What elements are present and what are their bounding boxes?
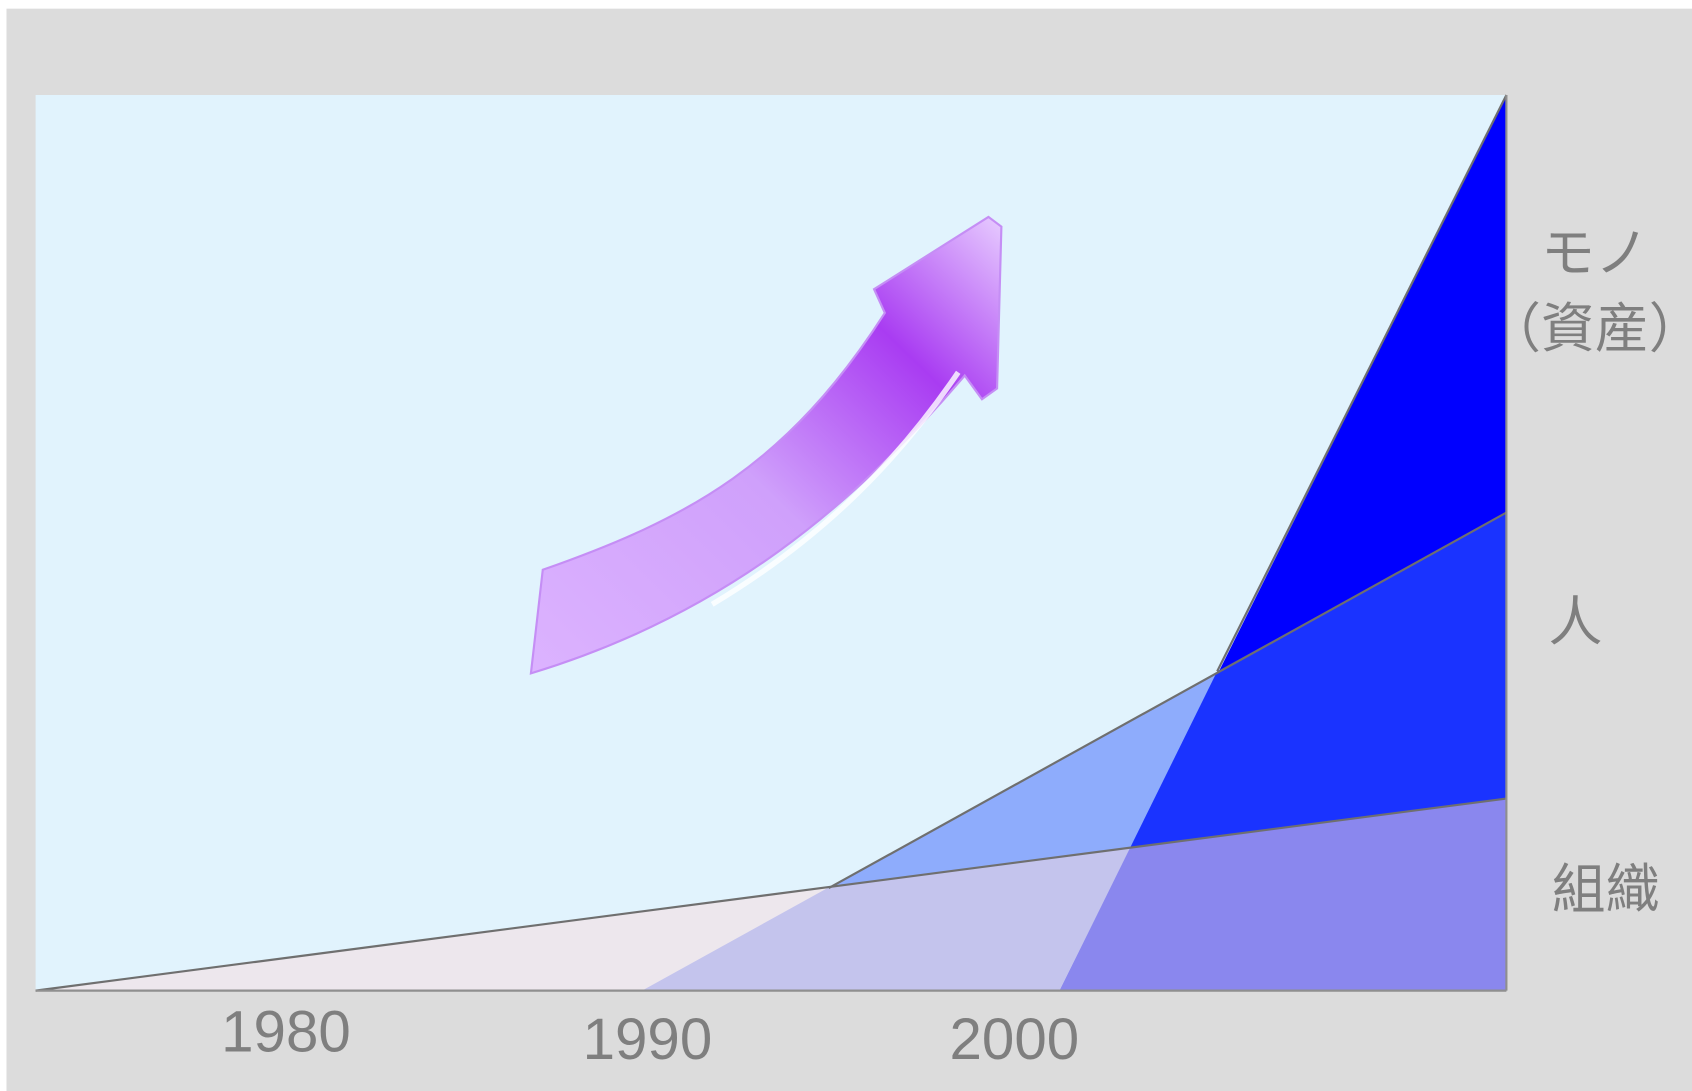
side-label: （資産） (1487, 297, 1692, 360)
organization-edge (35, 797, 1507, 992)
growth-arrow (529, 215, 1003, 675)
side-label: 組織 (1552, 858, 1660, 921)
year-label: 1980 (221, 999, 351, 1064)
year-label: 1990 (583, 1007, 713, 1072)
side-label: モノ (1541, 221, 1649, 284)
year-label: 2000 (950, 1007, 1080, 1072)
side-label: 人 (1548, 591, 1602, 654)
assets-edge (1216, 94, 1508, 672)
arrow-body (529, 215, 1003, 675)
people-edge (828, 511, 1507, 890)
arrow-highlight (710, 370, 961, 607)
